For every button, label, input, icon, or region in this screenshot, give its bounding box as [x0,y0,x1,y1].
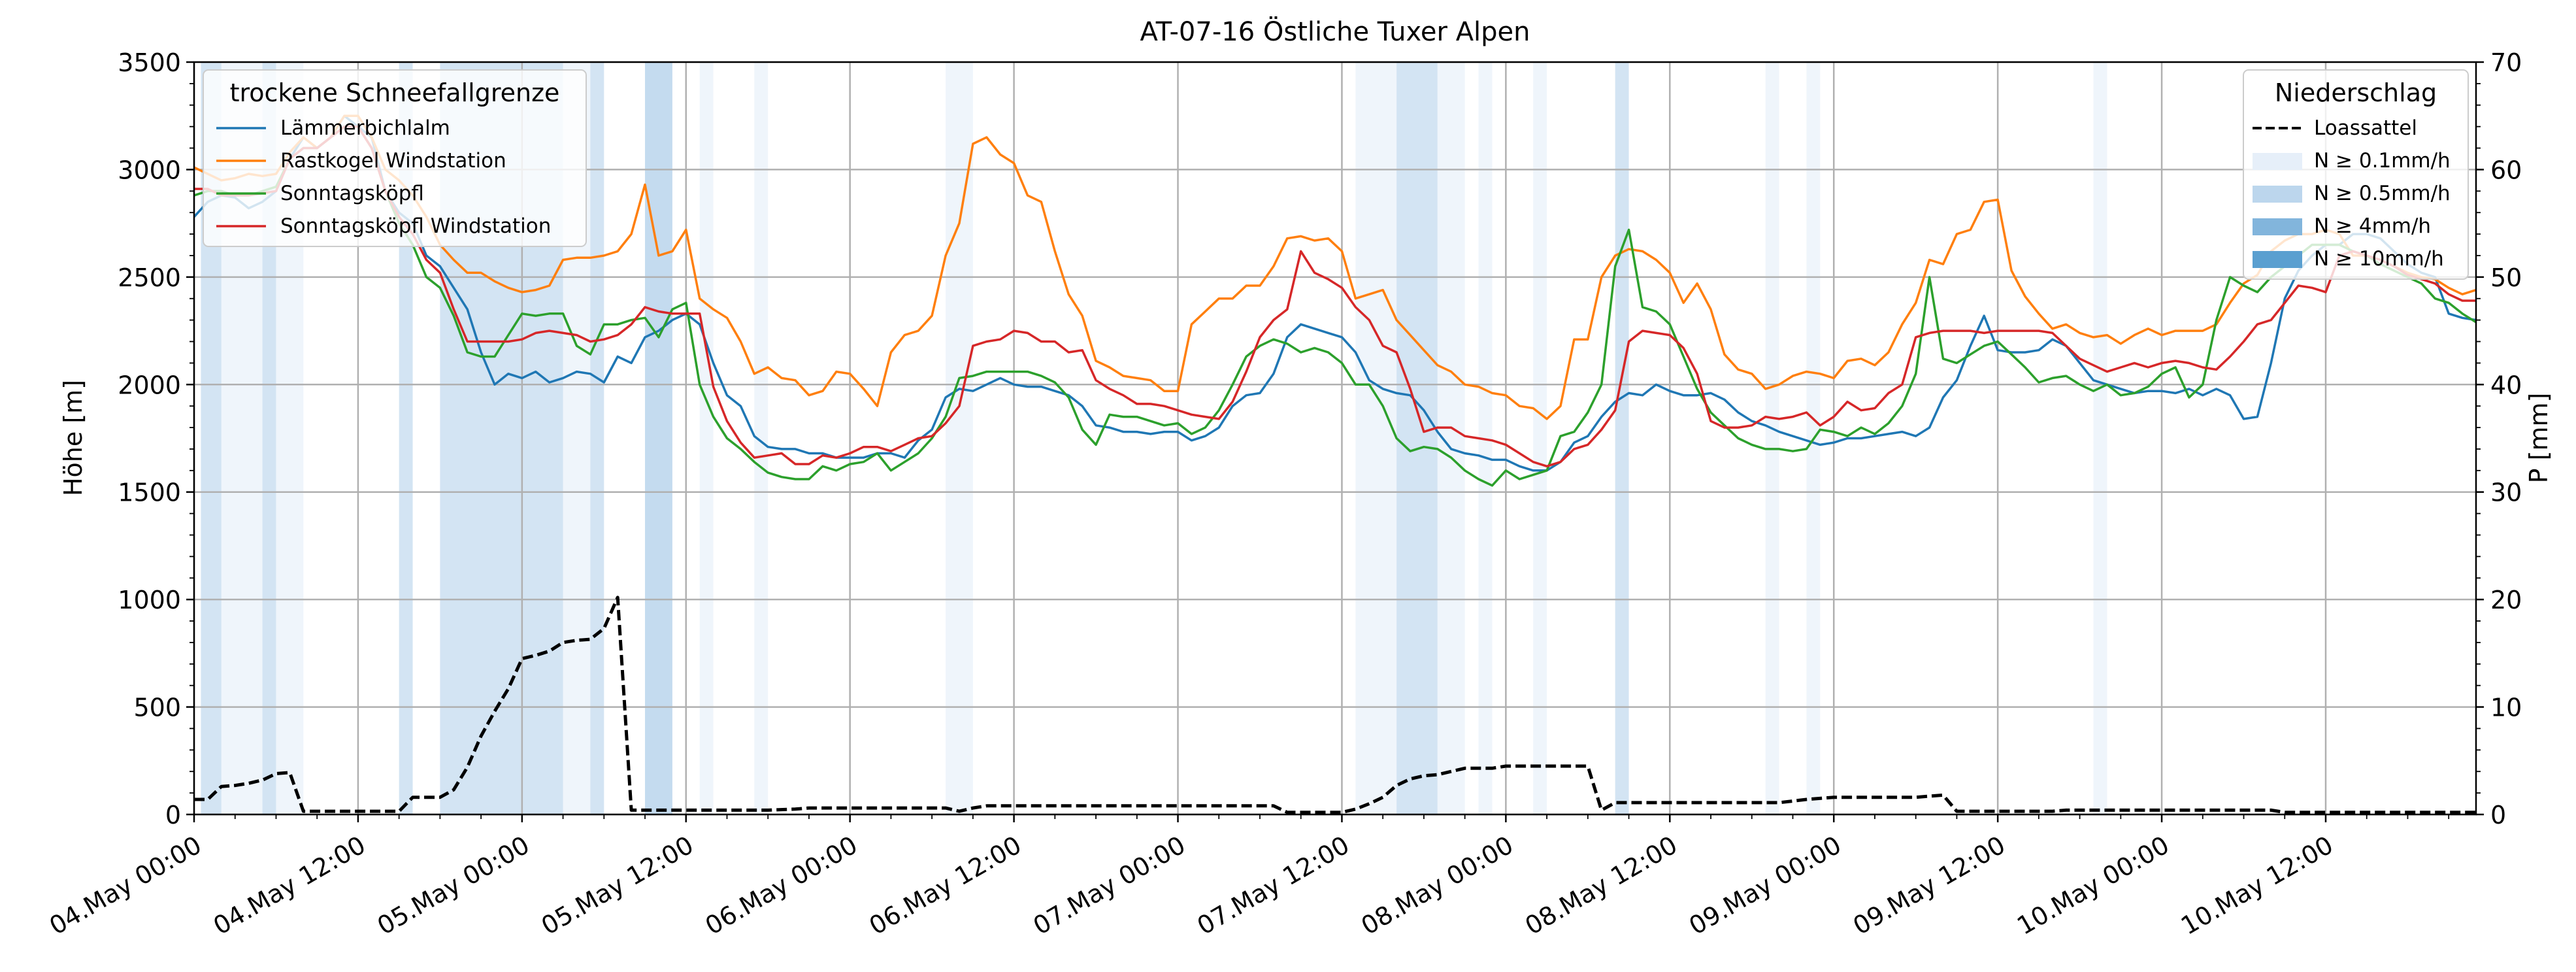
series-group [193,114,2477,814]
precip-band [1533,62,1547,814]
y-tick-label-left: 3500 [118,48,181,77]
y-tick-label-right: 40 [2490,371,2522,399]
y-tick-label-right: 30 [2490,478,2522,507]
y-tick-label-right: 10 [2490,694,2522,722]
precip-band [699,62,714,814]
precip-band [399,62,413,814]
legend-label-laemmerbichlalm: Lämmerbichlalm [280,116,450,140]
legend-label-sonntagskoepfl-wind: Sonntagsköpfl Windstation [280,214,551,238]
legend-swatch-n05 [2253,186,2302,203]
legend-label-n05: N ≥ 0.5mm/h [2314,182,2451,205]
series-line-sonntagsk-pfl [193,125,2477,487]
y-axis-left-label: Höhe [m] [59,380,88,496]
y-tick-label-left: 2000 [118,371,181,399]
legend-swatch-n10 [2253,251,2302,268]
legend-left-frame [203,69,587,247]
precip-band [1355,62,1397,814]
precip-band [1615,62,1629,814]
series-line-sonntagsk-pfl-windstation [194,125,2476,468]
legend-label-n4: N ≥ 4mm/h [2314,214,2431,238]
y-tick-label-left: 500 [133,694,181,722]
legend-left-title: trockene Schneefallgrenze [230,78,560,107]
chart-title: AT-07-16 Östliche Tuxer Alpen [1140,16,1530,47]
legend-label-n10: N ≥ 10mm/h [2314,247,2444,271]
series-line-l-mmerbichlalm [193,114,2477,472]
y-tick-label-left: 1000 [118,586,181,614]
precip-band [754,62,768,814]
precip-band [645,62,672,814]
legend-right: Niederschlag Loassattel N ≥ 0.1mm/h N ≥ … [2243,69,2469,280]
legend-label-loassattel: Loassattel [2314,116,2417,140]
legend-label-rastkogel: Rastkogel Windstation [280,149,506,173]
plot-frame [193,61,2477,816]
series-line-rastkogel-windstation [193,114,2477,420]
y-axis-right-label: P [mm] [2524,393,2553,484]
legend-label-sonntagskoepfl: Sonntagsköpfl [280,182,424,205]
y-tick-label-right: 50 [2490,263,2522,292]
legend-label-n01: N ≥ 0.1mm/h [2314,149,2451,173]
y-tick-label-right: 20 [2490,586,2522,614]
precip-band [262,62,276,814]
legend-swatch-n4 [2253,218,2302,235]
precip-band [1765,62,1779,814]
y-tick-label-left: 1500 [118,478,181,507]
series-line-loassattel [194,595,2476,814]
y-tick-label-left: 2500 [118,263,181,292]
y-tick-label-left: 3000 [118,156,181,184]
y-tick-label-right: 0 [2490,801,2506,830]
legend-swatch-n01 [2253,153,2302,170]
y-tick-label-left: 0 [165,801,181,830]
legend-right-title: Niederschlag [2275,78,2437,107]
legend-left: trockene Schneefallgrenze Lämmerbichlalm… [203,69,587,247]
precip-band [590,62,604,814]
y-tick-label-right: 60 [2490,156,2522,184]
precip-band [946,62,973,814]
precip-band [1396,62,1438,814]
precip-band [2093,62,2107,814]
y-tick-label-right: 70 [2490,48,2522,77]
